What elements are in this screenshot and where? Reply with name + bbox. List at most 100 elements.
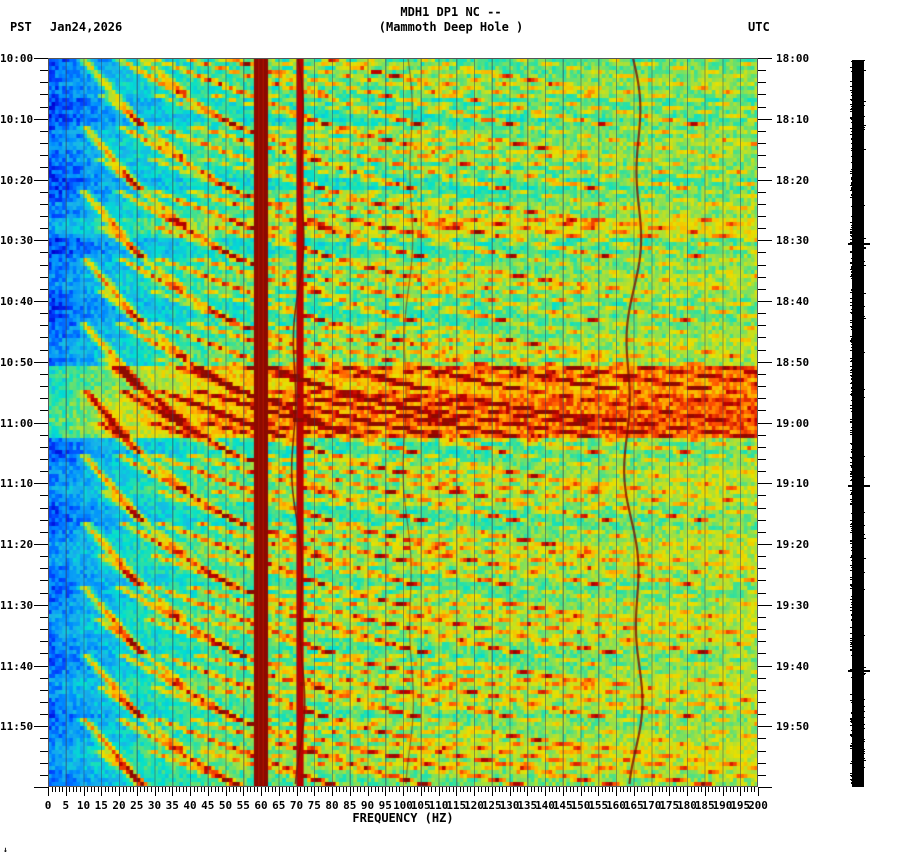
trace-sample xyxy=(853,353,862,354)
trace-sample xyxy=(854,246,863,247)
trace-sample xyxy=(852,377,863,378)
trace-sample xyxy=(854,113,861,114)
trace-sample xyxy=(852,196,855,197)
trace-sample xyxy=(852,463,855,464)
frequency-tick xyxy=(612,787,614,792)
trace-sample xyxy=(853,346,858,347)
time-tick xyxy=(40,580,48,582)
trace-sample xyxy=(853,200,864,201)
time-tick xyxy=(40,167,48,169)
trace-sample xyxy=(851,427,856,428)
frequency-tick xyxy=(541,787,543,792)
spectrogram-heatmap xyxy=(48,58,758,787)
trace-sample xyxy=(850,430,853,431)
frequency-tick xyxy=(537,787,539,792)
trace-sample xyxy=(854,495,862,496)
frequency-tick xyxy=(150,787,152,792)
trace-sample xyxy=(854,488,864,489)
trace-sample xyxy=(852,166,859,167)
frequency-tick xyxy=(413,787,415,792)
trace-sample xyxy=(853,648,859,649)
trace-sample xyxy=(852,662,863,663)
frequency-tick xyxy=(83,787,85,796)
trace-sample xyxy=(851,712,854,713)
trace-sample xyxy=(854,316,865,317)
trace-sample xyxy=(852,551,859,552)
trace-sample xyxy=(855,695,859,696)
trace-sample xyxy=(853,573,863,574)
frequency-tick xyxy=(608,787,610,792)
frequency-tick xyxy=(410,787,412,792)
trace-sample xyxy=(854,355,858,356)
time-tick xyxy=(758,361,772,363)
trace-sample xyxy=(852,481,855,482)
trace-sample xyxy=(850,725,859,726)
trace-sample xyxy=(852,142,860,143)
trace-sample xyxy=(852,277,860,278)
trace-sample xyxy=(851,387,861,388)
trace-sample xyxy=(855,127,865,128)
trace-sample xyxy=(855,536,862,537)
trace-sample xyxy=(855,693,858,694)
timezone-label-right: UTC xyxy=(748,20,770,34)
trace-sample xyxy=(852,140,859,141)
frequency-tick-label: 15 xyxy=(94,799,108,812)
trace-sample xyxy=(854,529,864,530)
trace-sample xyxy=(853,668,861,669)
trace-sample xyxy=(851,61,860,62)
trace-sample xyxy=(853,66,864,67)
trace-sample xyxy=(851,274,858,275)
trace-sample xyxy=(851,780,862,781)
time-tick xyxy=(40,228,48,230)
trace-sample xyxy=(852,381,859,382)
trace-sample xyxy=(855,429,863,430)
trace-sample xyxy=(853,651,862,652)
trace-sample xyxy=(852,535,861,536)
trace-sample xyxy=(851,556,861,557)
trace-sample xyxy=(853,146,857,147)
trace-sample xyxy=(850,499,855,500)
time-tick xyxy=(40,616,48,618)
frequency-tick xyxy=(207,787,209,796)
trace-sample xyxy=(851,289,859,290)
frequency-tick xyxy=(69,787,71,792)
trace-sample xyxy=(854,217,863,218)
trace-sample xyxy=(850,471,861,472)
trace-sample xyxy=(853,498,864,499)
spectrogram-plot[interactable] xyxy=(48,58,758,787)
trace-sample xyxy=(850,375,858,376)
trace-sample xyxy=(852,314,856,315)
trace-sample xyxy=(851,555,860,556)
frequency-tick xyxy=(733,787,735,792)
trace-sample xyxy=(850,231,858,232)
trace-sample xyxy=(850,117,858,118)
trace-sample xyxy=(853,123,863,124)
frequency-tick xyxy=(349,787,351,796)
trace-sample xyxy=(854,755,864,756)
trace-sample xyxy=(853,250,859,251)
trace-sample xyxy=(854,319,857,320)
trace-sample xyxy=(852,587,858,588)
trace-sample xyxy=(852,611,862,612)
trace-sample xyxy=(852,440,856,441)
trace-sample xyxy=(853,506,857,507)
trace-sample xyxy=(852,707,860,708)
trace-sample xyxy=(852,445,862,446)
time-tick-label: 18:20 xyxy=(776,173,810,187)
trace-sample xyxy=(851,604,862,605)
frequency-tick-label: 155 xyxy=(588,799,609,812)
time-tick xyxy=(758,544,772,545)
frequency-tick-label: 115 xyxy=(446,799,467,812)
trace-sample xyxy=(853,757,858,758)
frequency-tick-label: 145 xyxy=(552,799,573,812)
frequency-tick xyxy=(438,787,440,796)
trace-sample xyxy=(853,423,858,424)
trace-sample xyxy=(851,360,854,361)
frequency-tick xyxy=(701,787,703,792)
trace-sample xyxy=(850,700,856,701)
frequency-tick xyxy=(289,787,291,792)
trace-sample xyxy=(852,402,860,403)
time-tick xyxy=(40,738,48,740)
trace-sample xyxy=(855,105,865,106)
trace-sample xyxy=(855,464,861,465)
